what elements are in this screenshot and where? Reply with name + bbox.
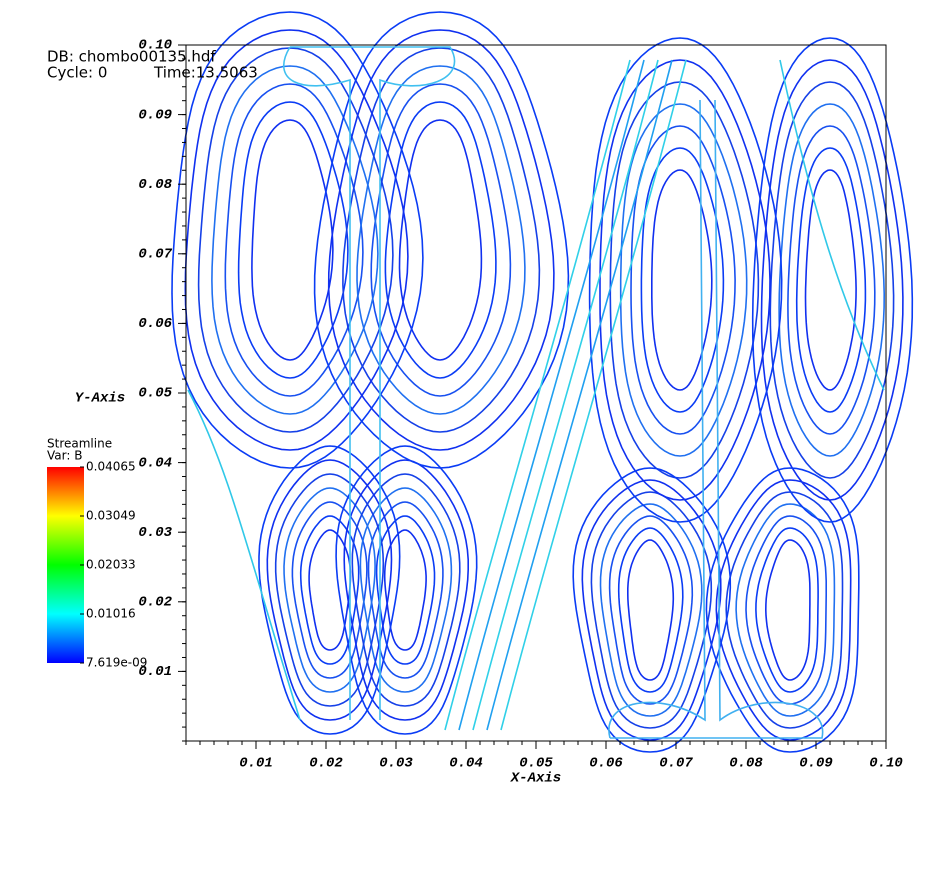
x-tick-label: 0.02 xyxy=(309,756,343,772)
x-axis-title: X-Axis xyxy=(510,771,561,787)
streamline xyxy=(630,125,736,435)
streamline xyxy=(725,491,844,729)
x-tick-label: 0.05 xyxy=(519,756,553,772)
x-tick-label: 0.04 xyxy=(449,756,483,772)
streamline xyxy=(237,101,349,379)
streamline xyxy=(599,503,703,717)
streamline xyxy=(224,83,364,397)
streamline xyxy=(375,515,436,665)
y-tick-label: 0.04 xyxy=(138,455,172,471)
streamline xyxy=(745,515,827,705)
streamline xyxy=(299,515,360,665)
y-axis-title: Y-Axis xyxy=(75,391,125,407)
streamline xyxy=(342,47,541,433)
streamline xyxy=(705,467,860,753)
streamline xyxy=(735,503,836,717)
y-tick-label: 0.10 xyxy=(138,38,172,54)
y-tick-label: 0.01 xyxy=(138,664,172,680)
x-tick-label: 0.10 xyxy=(869,756,903,772)
streamline xyxy=(795,147,867,413)
colorbar-tick-label: 0.03049 xyxy=(86,508,136,522)
streamline xyxy=(171,11,424,469)
streamline xyxy=(359,487,453,693)
streamline xyxy=(619,103,748,457)
streamline xyxy=(715,479,852,741)
streamline xyxy=(590,491,713,729)
streamline xyxy=(367,501,444,679)
streamline xyxy=(197,47,394,433)
streamline xyxy=(778,103,886,457)
streamline xyxy=(398,119,483,361)
streamline xyxy=(609,81,760,479)
streamline xyxy=(779,59,885,391)
cycle-label: Cycle: 0 xyxy=(47,64,107,82)
colorbar xyxy=(47,467,84,663)
y-tick-label: 0.05 xyxy=(138,386,172,402)
streamline xyxy=(486,59,673,731)
streamline xyxy=(187,389,301,721)
time-label: Time:13.5063 xyxy=(153,64,258,82)
streamline xyxy=(787,125,876,435)
streamline xyxy=(327,29,555,451)
x-tick-label: 0.01 xyxy=(239,756,273,772)
streamline xyxy=(627,539,675,681)
streamline xyxy=(356,65,526,415)
streamline xyxy=(184,29,409,451)
streamline xyxy=(651,169,713,391)
streamline xyxy=(472,59,659,731)
streamline xyxy=(383,529,427,651)
y-tick-label: 0.08 xyxy=(138,177,172,193)
streamline xyxy=(617,527,684,693)
streamline xyxy=(764,539,811,681)
y-tick-label: 0.02 xyxy=(138,595,172,611)
streamline xyxy=(760,59,904,501)
streamline xyxy=(283,46,456,720)
streamlines xyxy=(171,11,914,753)
db-label: DB: chombo00135.hdf xyxy=(47,48,216,66)
streamline xyxy=(291,501,368,679)
streamline xyxy=(588,37,783,523)
streamline xyxy=(755,527,819,693)
streamline xyxy=(308,529,352,651)
streamline xyxy=(211,65,379,415)
streamline xyxy=(335,445,478,735)
colorbar-tick-label: 7.619e-09 xyxy=(86,656,147,670)
streamline xyxy=(283,487,376,693)
x-tick-label: 0.03 xyxy=(379,756,413,772)
streamline xyxy=(751,37,914,523)
streamline xyxy=(599,59,771,501)
streamline xyxy=(608,99,824,739)
streamline xyxy=(804,169,857,391)
streamline xyxy=(313,11,570,469)
colorbar-title: Streamline xyxy=(47,437,112,451)
x-tick-label: 0.06 xyxy=(589,756,623,772)
streamline xyxy=(458,59,645,731)
streamline xyxy=(370,83,512,397)
streamline xyxy=(769,81,895,479)
x-tick-label: 0.09 xyxy=(799,756,833,772)
y-tick-label: 0.07 xyxy=(138,247,172,263)
colorbar-tick-label: 0.02033 xyxy=(86,557,136,571)
streamline xyxy=(274,473,385,707)
colorbar-variable: Var: B xyxy=(47,449,82,463)
streamline xyxy=(640,147,725,413)
colorbar-tick-label: 0.04065 xyxy=(86,460,136,474)
streamline xyxy=(251,119,334,361)
streamline xyxy=(384,101,497,379)
streamline xyxy=(444,59,631,731)
streamline xyxy=(581,479,722,741)
y-tick-label: 0.03 xyxy=(138,525,172,541)
streamline xyxy=(500,59,687,731)
x-tick-label: 0.08 xyxy=(729,756,763,772)
colorbar-tick-label: 0.01016 xyxy=(86,607,136,621)
y-tick-label: 0.06 xyxy=(138,316,172,332)
streamline xyxy=(608,515,694,705)
x-tick-label: 0.07 xyxy=(659,756,693,772)
streamline xyxy=(572,467,732,753)
streamline xyxy=(351,473,461,707)
streamline xyxy=(343,459,469,721)
y-tick-label: 0.09 xyxy=(138,107,172,123)
